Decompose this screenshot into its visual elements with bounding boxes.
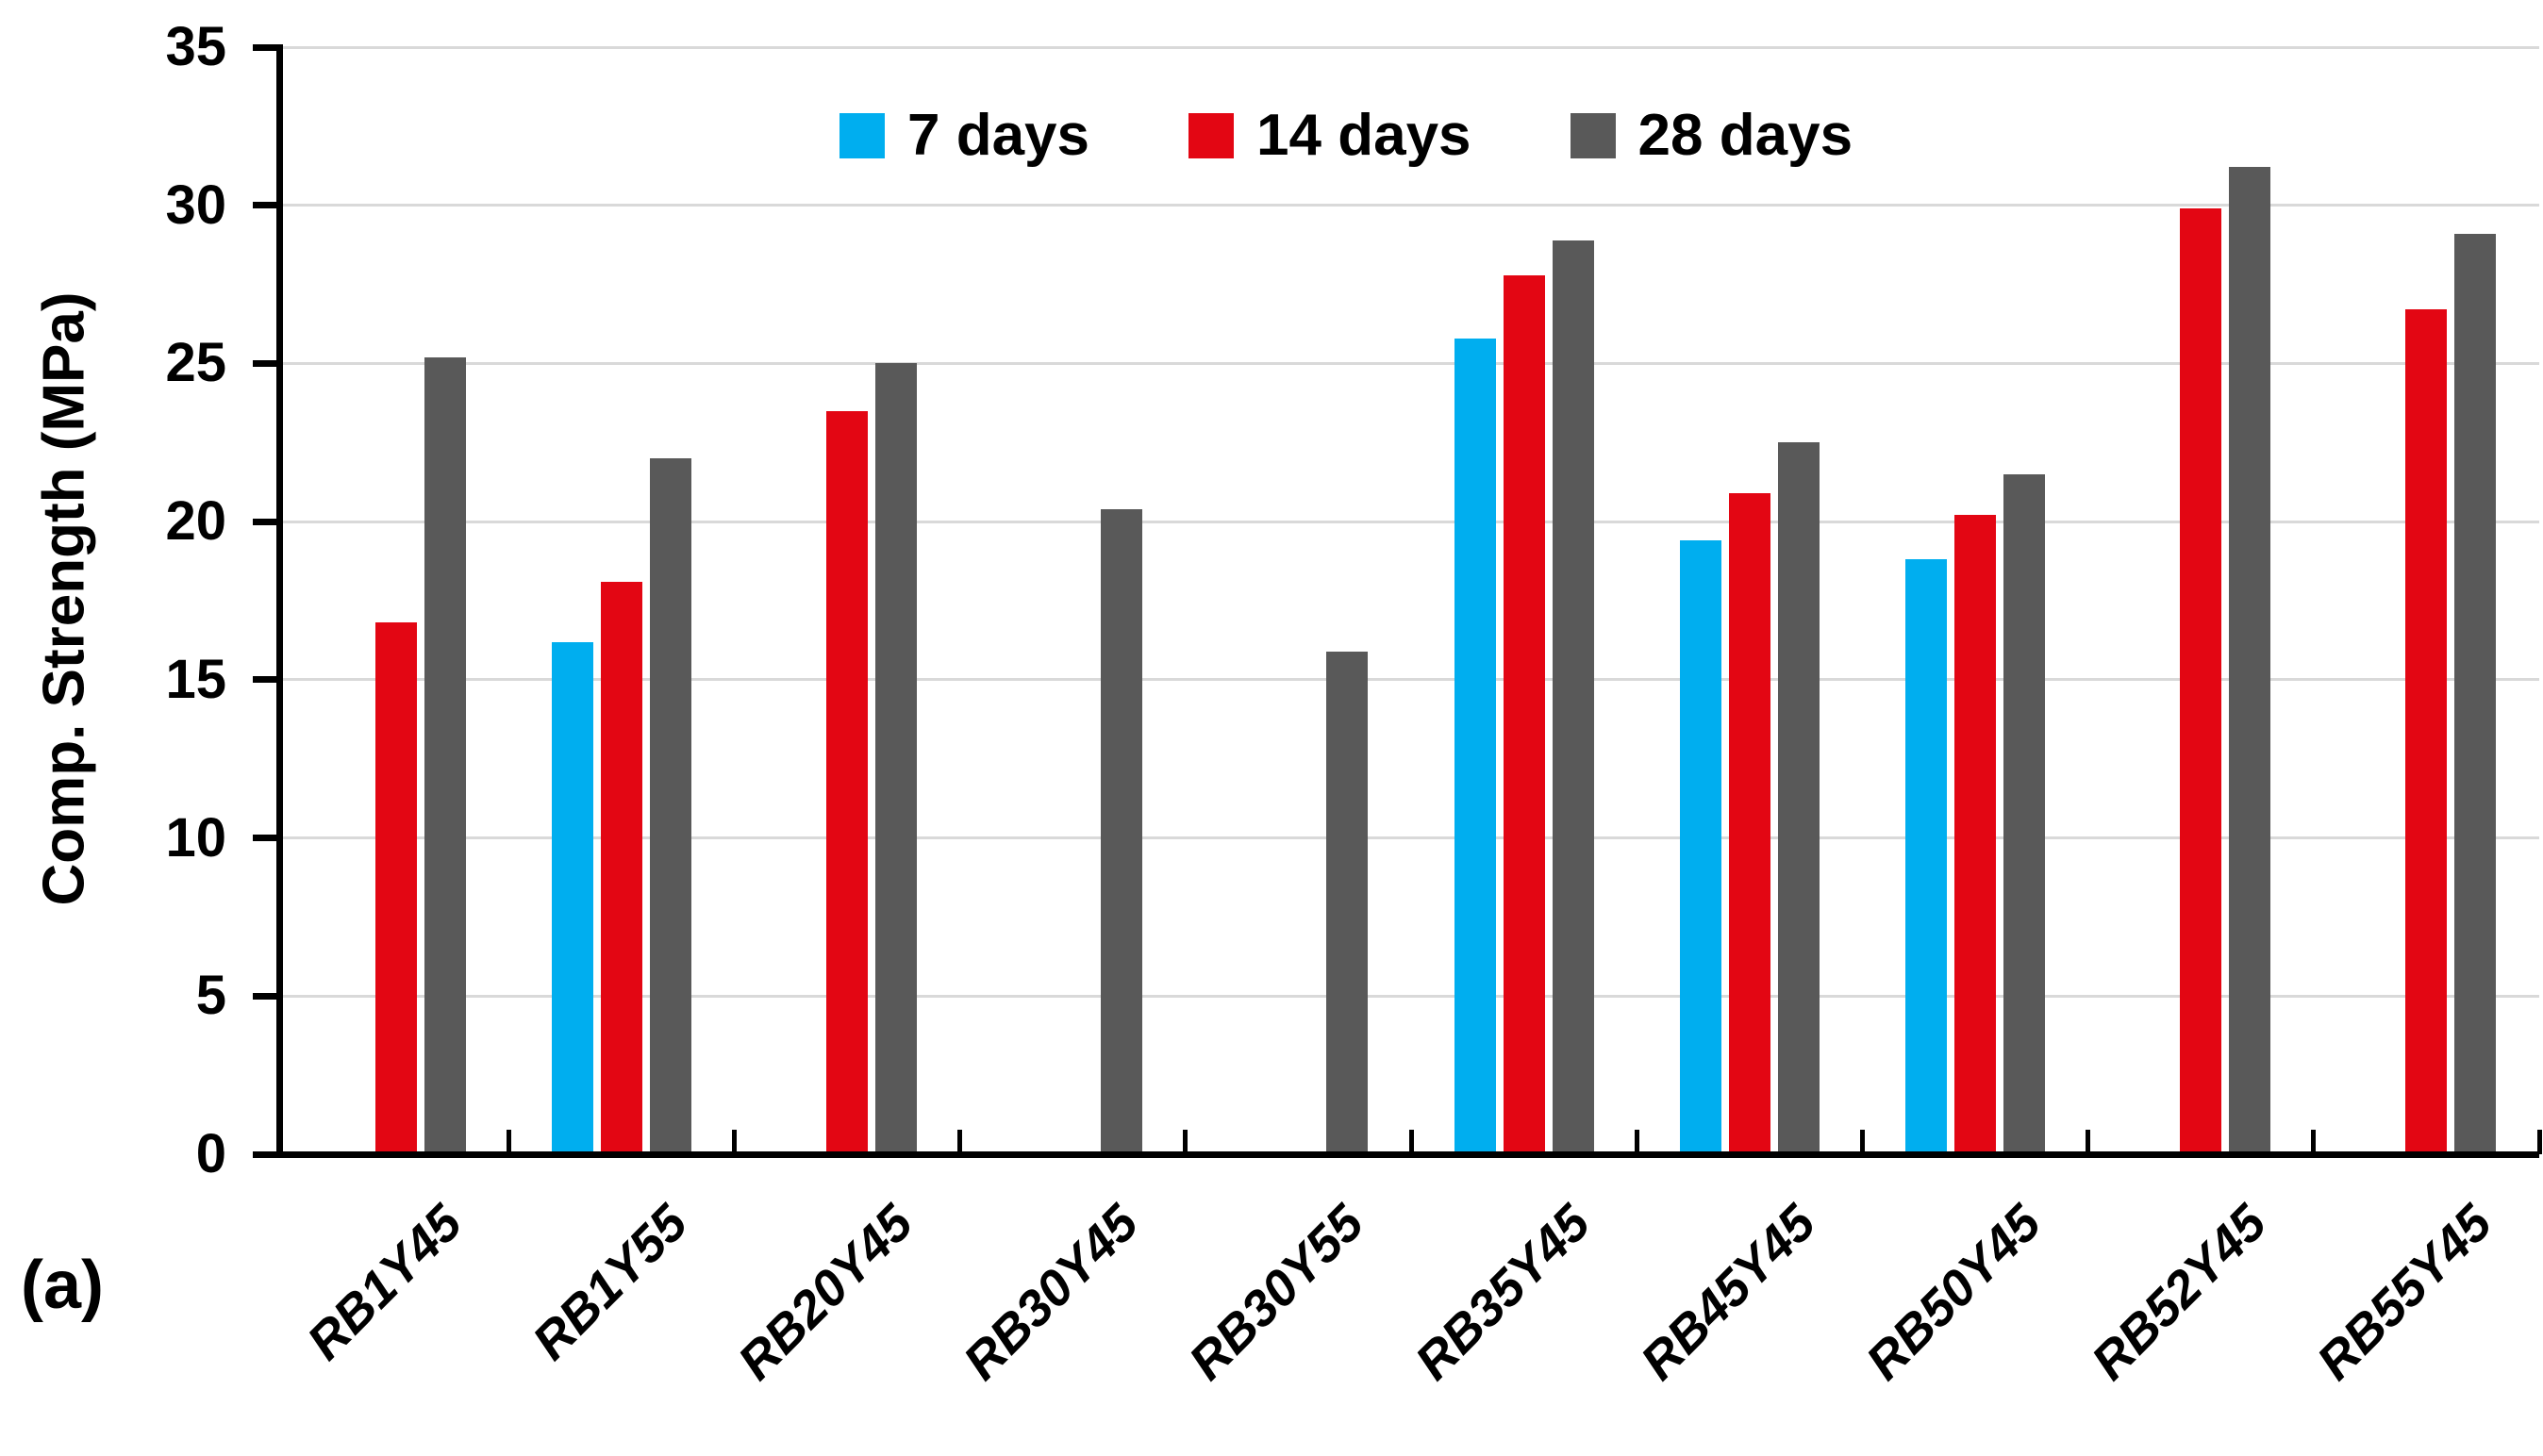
y-axis-tick-30 bbox=[253, 202, 283, 209]
x-axis-boundary-tick-4 bbox=[1183, 1130, 1188, 1154]
bar-14-days-RB1Y55 bbox=[600, 581, 642, 1154]
y-axis-tick-0 bbox=[253, 1150, 283, 1158]
y-tick-label-30: 30 bbox=[165, 174, 226, 236]
x-axis-boundary-tick-1 bbox=[506, 1130, 511, 1154]
bar-14-days-RB55Y45 bbox=[2405, 309, 2448, 1154]
x-axis-label-RB20Y45: RB20Y45 bbox=[727, 1194, 924, 1391]
x-axis-label-RB50Y45: RB50Y45 bbox=[1855, 1194, 2053, 1391]
bar-28-days-RB45Y45 bbox=[1777, 442, 1820, 1154]
gridline-35 bbox=[283, 45, 2539, 49]
x-axis-label-RB1Y45: RB1Y45 bbox=[295, 1194, 473, 1371]
bar-28-days-RB1Y45 bbox=[424, 356, 466, 1154]
bar-28-days-RB55Y45 bbox=[2454, 233, 2497, 1154]
bar-14-days-RB52Y45 bbox=[2180, 208, 2222, 1154]
y-axis-tick-35 bbox=[253, 43, 283, 51]
y-axis-tick-25 bbox=[253, 359, 283, 367]
gridline-25 bbox=[283, 361, 2539, 365]
bar-28-days-RB30Y55 bbox=[1326, 651, 1369, 1154]
x-axis-label-RB52Y45: RB52Y45 bbox=[2081, 1194, 2278, 1391]
y-tick-label-10: 10 bbox=[165, 806, 226, 869]
x-axis-boundary-tick-8 bbox=[2086, 1130, 2091, 1154]
y-tick-label-5: 5 bbox=[195, 965, 226, 1027]
legend-label-28-days: 28 days bbox=[1637, 103, 1853, 168]
x-axis-boundary-tick-2 bbox=[731, 1130, 737, 1154]
legend-label-14-days: 14 days bbox=[1256, 103, 1471, 168]
x-axis-boundary-tick-10 bbox=[2536, 1130, 2542, 1154]
bar-14-days-RB1Y45 bbox=[374, 622, 417, 1154]
bar-14-days-RB35Y45 bbox=[1503, 274, 1545, 1154]
panel-label: (a) bbox=[21, 1248, 104, 1323]
y-tick-label-20: 20 bbox=[165, 490, 226, 553]
x-axis-label-RB1Y55: RB1Y55 bbox=[522, 1194, 698, 1371]
bar-14-days-RB45Y45 bbox=[1728, 492, 1770, 1154]
x-axis-boundary-tick-6 bbox=[1634, 1130, 1639, 1154]
bar-14-days-RB50Y45 bbox=[1954, 515, 1996, 1154]
x-axis-boundary-tick-5 bbox=[1408, 1130, 1414, 1154]
x-axis-label-RB35Y45: RB35Y45 bbox=[1404, 1194, 1601, 1391]
legend: 7 days 14 days 28 days bbox=[839, 102, 1853, 169]
gridline-10 bbox=[283, 836, 2539, 840]
x-axis-boundary-tick-9 bbox=[2311, 1130, 2317, 1154]
legend-swatch-7-days-icon bbox=[839, 112, 885, 158]
legend-swatch-28-days-icon bbox=[1570, 112, 1616, 158]
bar-14-days-RB20Y45 bbox=[826, 410, 868, 1154]
x-axis-boundary-tick-3 bbox=[957, 1130, 963, 1154]
x-axis-label-RB45Y45: RB45Y45 bbox=[1629, 1194, 1826, 1391]
y-axis-line bbox=[276, 44, 283, 1157]
bar-28-days-RB1Y55 bbox=[649, 458, 691, 1154]
bar-7-days-RB1Y55 bbox=[551, 641, 593, 1154]
y-tick-label-25: 25 bbox=[165, 332, 226, 394]
gridline-15 bbox=[283, 678, 2539, 682]
y-tick-label-35: 35 bbox=[165, 16, 226, 77]
gridline-5 bbox=[283, 994, 2539, 998]
legend-label-7-days: 7 days bbox=[907, 103, 1090, 168]
y-axis-tick-15 bbox=[253, 676, 283, 684]
bar-7-days-RB35Y45 bbox=[1454, 338, 1496, 1154]
bar-28-days-RB52Y45 bbox=[2229, 167, 2271, 1154]
x-axis-label-RB55Y45: RB55Y45 bbox=[2306, 1194, 2503, 1391]
x-axis-line bbox=[272, 1151, 2539, 1158]
y-tick-label-15: 15 bbox=[165, 648, 226, 710]
bar-7-days-RB50Y45 bbox=[1905, 559, 1947, 1154]
bar-28-days-RB50Y45 bbox=[2003, 473, 2045, 1154]
bar-28-days-RB35Y45 bbox=[1552, 240, 1594, 1154]
gridline-30 bbox=[283, 204, 2539, 207]
legend-item-14-days: 14 days bbox=[1188, 102, 1471, 169]
bar-28-days-RB30Y45 bbox=[1101, 508, 1143, 1154]
x-axis-label-RB30Y55: RB30Y55 bbox=[1178, 1194, 1375, 1391]
x-axis-boundary-tick-7 bbox=[1859, 1130, 1865, 1154]
legend-item-28-days: 28 days bbox=[1570, 102, 1853, 169]
bar-7-days-RB45Y45 bbox=[1679, 540, 1721, 1154]
y-axis-tick-10 bbox=[253, 835, 283, 842]
bar-28-days-RB20Y45 bbox=[875, 363, 917, 1154]
y-axis-tick-5 bbox=[253, 992, 283, 1000]
x-axis-label-RB30Y45: RB30Y45 bbox=[953, 1194, 1150, 1391]
legend-swatch-14-days-icon bbox=[1188, 112, 1235, 158]
y-tick-label-0: 0 bbox=[195, 1123, 226, 1184]
y-axis-tick-20 bbox=[253, 518, 283, 525]
legend-item-7-days: 7 days bbox=[839, 102, 1089, 169]
gridline-20 bbox=[283, 520, 2539, 523]
